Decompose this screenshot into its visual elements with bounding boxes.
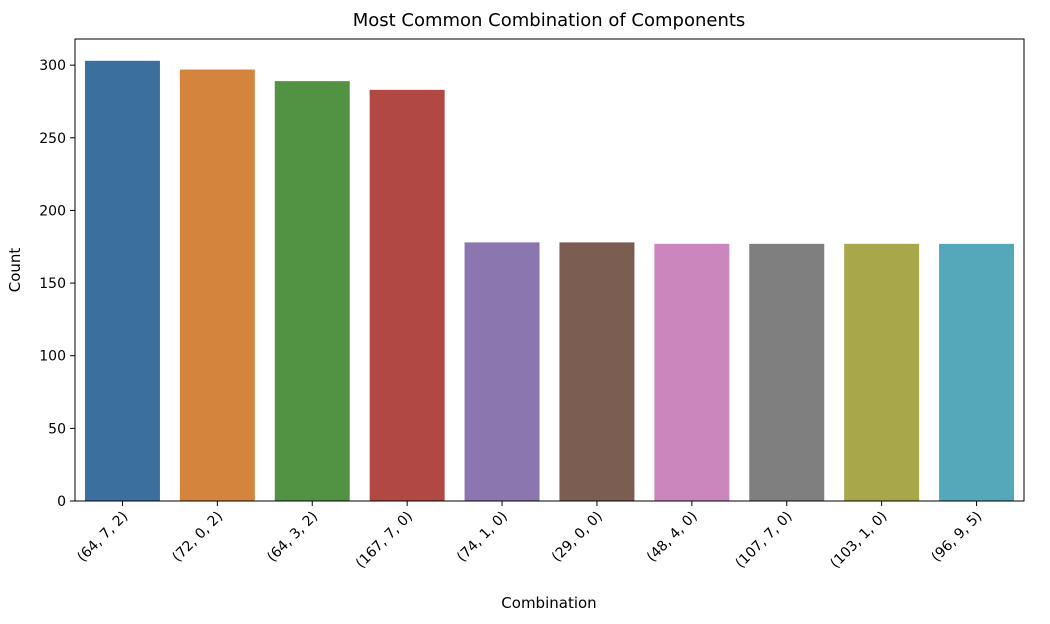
- y-tick-label: 300: [39, 58, 66, 74]
- x-tick-label: (103, 1, 0): [827, 509, 890, 572]
- chart-title: Most Common Combination of Components: [353, 10, 746, 31]
- plot-frame: [74, 38, 1025, 502]
- y-tick-label: 200: [39, 203, 66, 219]
- bar-6: [654, 243, 730, 501]
- y-tick-label: 0: [57, 494, 66, 510]
- y-tick-label: 150: [39, 276, 66, 292]
- x-tick-label: (72, 0, 2): [169, 509, 226, 566]
- y-axis-ticks: 0 50 100 150 200 250 300: [39, 58, 75, 510]
- x-tick-label: (64, 7, 2): [74, 509, 131, 566]
- bar-9: [939, 243, 1015, 501]
- bar-3: [369, 89, 445, 501]
- bars-group: [84, 60, 1015, 502]
- x-tick-label: (167, 7, 0): [353, 509, 416, 572]
- x-axis-label: Combination: [501, 594, 596, 612]
- x-axis-ticks: (64, 7, 2) (72, 0, 2) (64, 3, 2) (167, 7, 0…: [74, 501, 985, 572]
- y-tick-label: 50: [48, 421, 66, 437]
- x-tick-label: (96, 9, 5): [929, 509, 986, 566]
- bar-1: [179, 69, 255, 502]
- bar-8: [844, 243, 920, 501]
- x-tick-label: (107, 7, 0): [732, 509, 795, 572]
- x-tick-label: (74, 1, 0): [454, 509, 511, 566]
- bar-2: [274, 81, 350, 501]
- y-tick-label: 100: [39, 349, 66, 365]
- x-tick-label: (29, 0, 0): [549, 509, 606, 566]
- bar-7: [749, 243, 825, 501]
- bar-5: [559, 242, 635, 501]
- bar-4: [464, 242, 540, 501]
- x-tick-label: (64, 3, 2): [264, 509, 321, 566]
- x-tick-label: (48, 4, 0): [644, 509, 701, 566]
- bar-0: [84, 60, 160, 502]
- y-axis-label: Count: [6, 248, 24, 293]
- y-tick-label: 250: [39, 131, 66, 147]
